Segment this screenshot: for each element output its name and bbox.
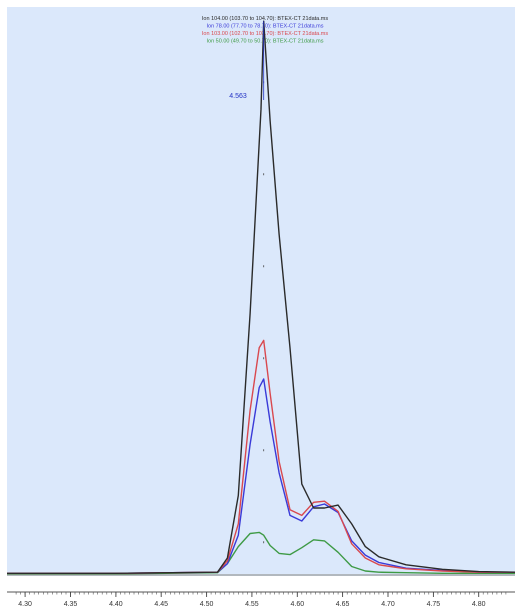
x-tick-label: 4.75 [427,601,441,608]
legend-entry-1: Ion 104.00 (103.70 to 104.70): BTEX-CT 2… [202,16,328,22]
peak-label: 4.563 [229,93,247,100]
x-tick-label: 4.70 [381,601,395,608]
series-line-4 [7,531,515,575]
x-tick-label: 4.65 [336,601,350,608]
series-line-3 [7,339,515,574]
x-tick-label: 4.35 [64,601,78,608]
series-line-2 [7,378,515,574]
x-tick-label: 4.55 [245,601,259,608]
x-tick-label: 4.80 [472,601,486,608]
x-tick-label: 4.30 [18,601,32,608]
legend-entry-2: Ion 78.00 (77.70 to 78.70): BTEX-CT 21da… [207,24,324,30]
x-tick-label: 4.60 [290,601,304,608]
x-axis: 4.30 4.35 4.40 4.45 4.50 4.55 4.60 4.65 4.70 4.75… [7,591,515,608]
peak-marker: 4.563 [229,21,265,573]
x-tick-label: 4.40 [109,601,123,608]
series-layer [7,20,516,575]
series-line-1 [7,20,516,574]
x-tick-label: 4.45 [154,601,168,608]
x-tick-label: 4.50 [200,601,214,608]
